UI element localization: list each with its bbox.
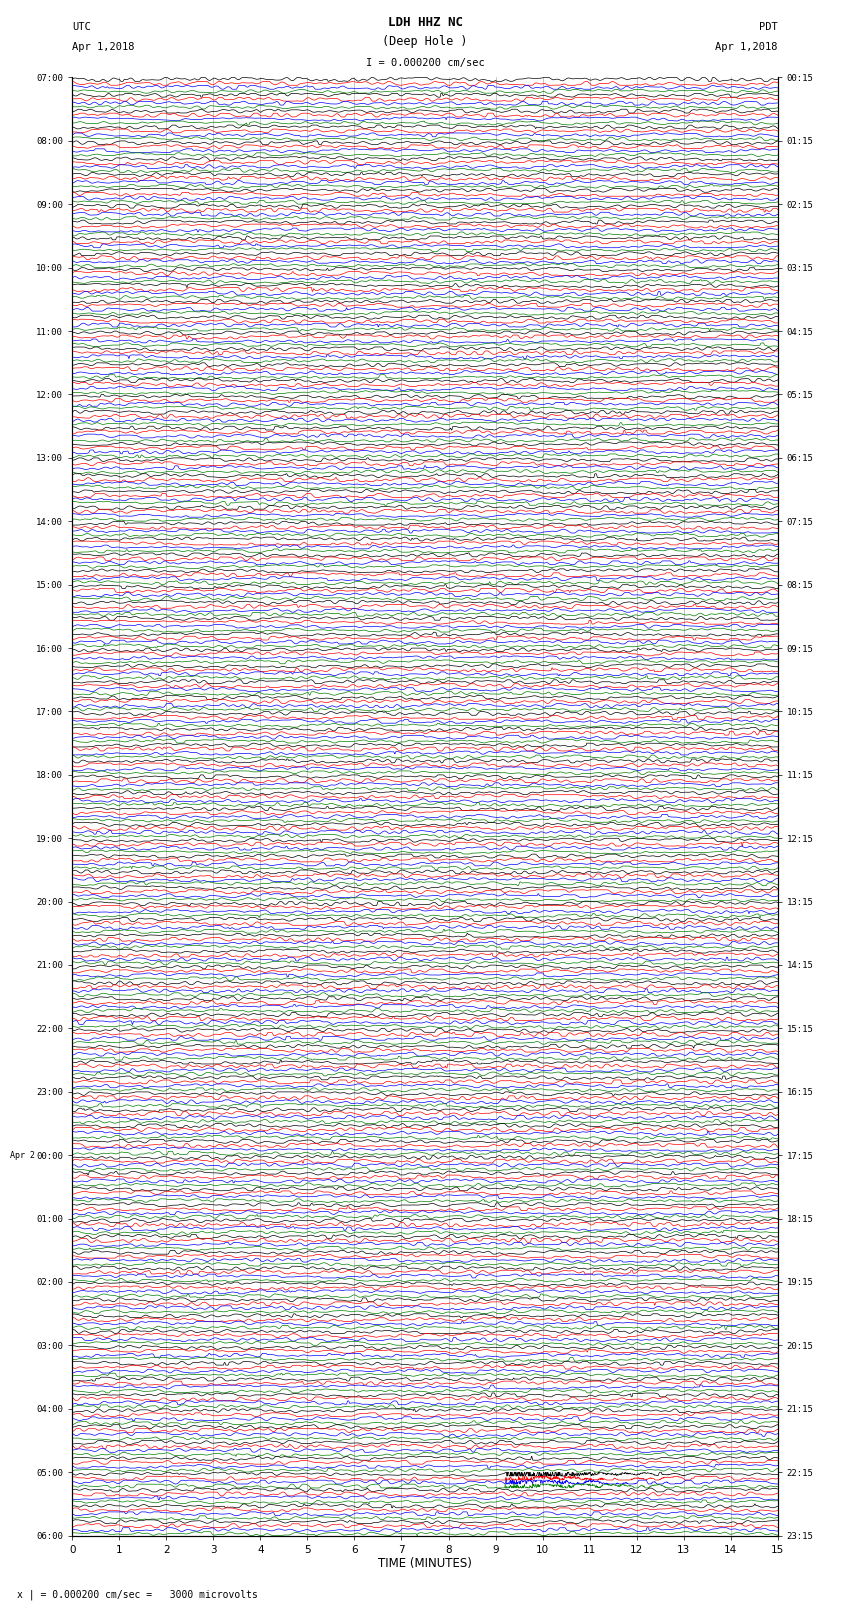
Text: Apr 2: Apr 2: [9, 1150, 35, 1160]
Text: I = 0.000200 cm/sec: I = 0.000200 cm/sec: [366, 58, 484, 68]
Text: x | = 0.000200 cm/sec =   3000 microvolts: x | = 0.000200 cm/sec = 3000 microvolts: [17, 1589, 258, 1600]
Text: (Deep Hole ): (Deep Hole ): [382, 35, 468, 48]
Text: UTC: UTC: [72, 23, 91, 32]
Text: LDH HHZ NC: LDH HHZ NC: [388, 16, 462, 29]
X-axis label: TIME (MINUTES): TIME (MINUTES): [378, 1558, 472, 1571]
Text: Apr 1,2018: Apr 1,2018: [715, 42, 778, 52]
Text: PDT: PDT: [759, 23, 778, 32]
Text: Apr 1,2018: Apr 1,2018: [72, 42, 135, 52]
